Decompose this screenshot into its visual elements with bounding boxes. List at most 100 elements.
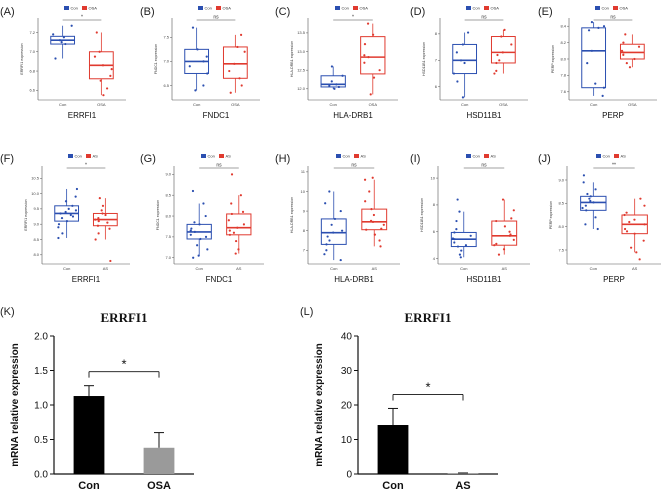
y-tick-label: 8.0 xyxy=(560,56,566,61)
data-point xyxy=(206,72,209,75)
gene-label: ERRFI1 xyxy=(72,275,101,284)
y-tick-label: 8.2 xyxy=(560,40,566,45)
data-point xyxy=(456,198,459,201)
x-tick-label: OSA xyxy=(369,102,378,107)
series-osa xyxy=(222,33,248,94)
legend-swatch xyxy=(353,6,358,10)
legend-entry: AS xyxy=(226,154,232,159)
data-point xyxy=(230,212,233,216)
legend-swatch xyxy=(216,6,221,10)
legend-entry: AS xyxy=(93,154,99,159)
y-axis-title: mRNA relative expression xyxy=(314,343,325,467)
x-tick-label: Con xyxy=(59,102,66,107)
panel-letter-l: (L) xyxy=(300,306,313,318)
bar xyxy=(143,447,175,474)
data-point xyxy=(60,216,64,220)
data-point xyxy=(633,232,636,235)
y-tick-label: 7.6 xyxy=(560,89,566,94)
data-point xyxy=(495,242,498,245)
legend-entry: OSA xyxy=(491,6,500,11)
data-point xyxy=(57,226,60,229)
data-point xyxy=(502,248,506,251)
data-point xyxy=(452,72,456,75)
series-as xyxy=(621,197,648,261)
panel-letter-f: (F) xyxy=(0,153,14,165)
y-tick-label: 10 xyxy=(301,189,306,194)
gene-label: ERRFI1 xyxy=(68,111,97,120)
data-point xyxy=(623,213,626,217)
series-osa xyxy=(360,22,386,96)
data-point xyxy=(64,200,68,203)
data-point xyxy=(94,238,97,241)
data-point xyxy=(635,251,638,254)
data-point xyxy=(97,216,100,220)
y-axis-title: HLA-DRB1 expression xyxy=(290,41,294,77)
legend-entry: Con xyxy=(473,154,480,159)
data-point xyxy=(508,234,511,237)
y-tick-label: 6.6 xyxy=(29,88,35,93)
data-point xyxy=(363,54,366,57)
y-tick-label: 10.0 xyxy=(31,191,40,196)
series-as xyxy=(361,176,388,248)
x-tick-label: AS xyxy=(236,266,242,271)
data-point xyxy=(630,246,633,249)
data-point xyxy=(233,62,236,65)
box xyxy=(452,43,478,75)
data-point xyxy=(199,237,202,241)
data-point xyxy=(594,82,597,85)
data-point xyxy=(363,42,367,46)
data-point xyxy=(96,224,100,227)
data-point xyxy=(228,233,232,236)
y-tick-label: 13.0 xyxy=(297,49,306,54)
legend-entry: Con xyxy=(473,6,480,11)
y-tick-label: 6 xyxy=(433,229,436,234)
data-point xyxy=(453,231,456,234)
x-tick-label: Con xyxy=(193,102,200,107)
y-tick-label: 10 xyxy=(431,175,436,180)
data-point xyxy=(495,219,498,223)
legend-entry: AS xyxy=(621,154,627,159)
data-point xyxy=(366,22,370,25)
data-point xyxy=(625,230,629,233)
x-tick-label: OSA xyxy=(499,102,508,107)
data-point xyxy=(193,230,196,233)
data-point xyxy=(100,209,103,212)
data-point xyxy=(633,57,636,61)
data-point xyxy=(324,202,327,205)
data-point xyxy=(69,213,72,217)
data-point xyxy=(512,209,515,212)
data-point xyxy=(109,259,112,263)
data-point xyxy=(459,59,463,62)
data-point xyxy=(54,57,57,60)
data-point xyxy=(372,76,376,79)
data-point xyxy=(59,212,62,215)
data-point xyxy=(240,84,243,87)
x-tick-label: OSA xyxy=(97,102,106,107)
legend-entry: OSA xyxy=(89,6,98,11)
data-point xyxy=(590,49,593,52)
legend-entry: Con xyxy=(208,154,215,159)
gene-label: HSD11B1 xyxy=(467,111,503,120)
bar-as: AS xyxy=(447,472,479,490)
significance-label: * xyxy=(81,15,83,21)
data-point xyxy=(365,228,368,231)
legend-swatch xyxy=(201,154,206,158)
y-tick-label: 7.5 xyxy=(165,234,171,239)
x-tick-label: Con xyxy=(460,266,467,271)
data-point xyxy=(204,214,207,218)
legend-swatch xyxy=(613,6,618,10)
data-point xyxy=(234,252,237,255)
y-tick-label: 10.5 xyxy=(31,176,40,181)
y-tick-label: 7 xyxy=(435,58,438,63)
gene-label: HLA-DRB1 xyxy=(334,275,374,284)
data-point xyxy=(363,178,367,181)
x-tick-label: Con xyxy=(590,266,597,271)
y-tick-label: 1.0 xyxy=(34,401,48,412)
data-point xyxy=(97,220,100,223)
data-point xyxy=(628,66,632,69)
data-point xyxy=(228,69,231,73)
legend-swatch xyxy=(64,6,69,10)
data-point xyxy=(460,249,463,252)
y-axis-title: ERRFI1 expression xyxy=(24,199,28,230)
data-point xyxy=(371,220,375,223)
